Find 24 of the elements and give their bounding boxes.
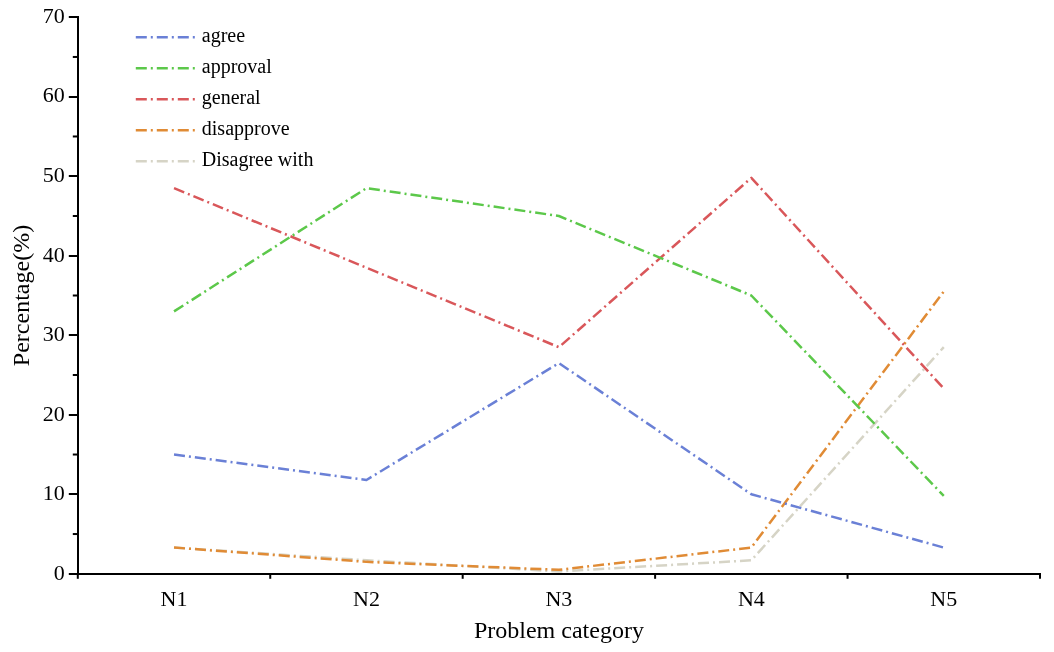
y-axis-title: Percentage(%): [7, 224, 34, 367]
x-tick-label: N5: [930, 585, 958, 611]
legend-label: general: [201, 86, 262, 110]
line-series: [172, 186, 946, 498]
line-series: [172, 290, 946, 572]
x-tick-label: N1: [160, 585, 188, 611]
x-tick-label: N2: [353, 585, 380, 611]
y-tick-label: 20: [42, 400, 65, 426]
legend-label: disapprove: [201, 117, 290, 141]
y-tick-label: 70: [42, 2, 65, 28]
legend-label: agree: [201, 24, 246, 48]
y-tick-label: 60: [42, 82, 65, 108]
legend-label: approval: [201, 55, 273, 79]
y-tick-label: 0: [53, 559, 65, 585]
y-tick-label: 30: [42, 321, 65, 347]
line-series: [172, 176, 946, 390]
x-tick-label: N4: [737, 585, 765, 611]
legend-label: Disagree with: [201, 148, 314, 172]
y-tick-label: 50: [42, 162, 65, 188]
y-tick-label: 10: [42, 480, 65, 506]
y-tick-label: 40: [42, 241, 65, 267]
line-series: [172, 361, 946, 549]
x-axis-title: Problem category: [473, 616, 644, 643]
x-tick-label: N3: [545, 585, 573, 611]
